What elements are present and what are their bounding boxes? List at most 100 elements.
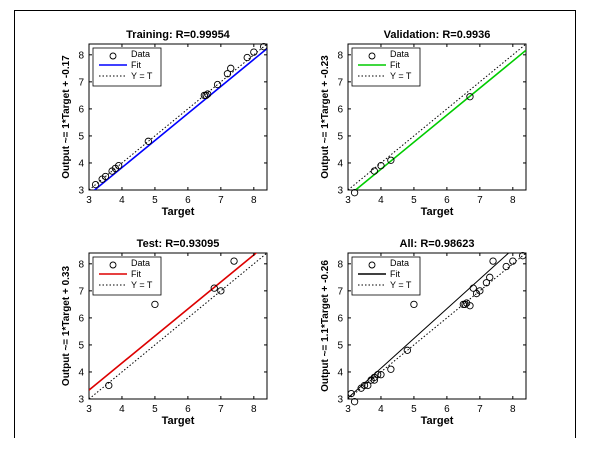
y-tick-label: 5: [78, 131, 84, 142]
x-tick-label: 6: [185, 404, 191, 415]
legend-box: [351, 256, 421, 296]
data-point: [350, 189, 359, 197]
y-axis-label: Output ~= 1*Target + -0.23: [320, 55, 331, 179]
subplot-1: 3 4 5 6 7 8 3 4 5 6 7 8 Training: R=0.99954 Target Out…: [61, 29, 268, 218]
data-point: [403, 346, 411, 354]
data-point: [466, 302, 474, 310]
y-tick-label: 7: [337, 77, 343, 88]
data-point: [482, 279, 491, 287]
data-point: [486, 273, 494, 281]
subplot-3: 3 4 5 6 7 8 3 4 5 6 7 8 Test: R=0.93095 Target Output …: [61, 238, 268, 427]
legend-label: Y = T: [390, 280, 412, 290]
y-tick-label: 5: [337, 340, 343, 351]
subplot-4: 3 4 5 6 7 8 3 4 5 6 7 8 All: R=0.98623 Target Output ~…: [320, 238, 527, 427]
legend-label: Data: [131, 258, 150, 268]
data-point: [489, 257, 497, 265]
figure-frame: [14, 10, 576, 438]
data-point: [204, 90, 212, 98]
x-tick-label: 6: [185, 195, 191, 206]
legend-label: Data: [131, 49, 150, 59]
legend-box: [92, 47, 162, 87]
data-point: [364, 381, 372, 390]
data-point: [347, 389, 355, 398]
x-tick-label: 8: [251, 404, 257, 415]
data-point: [374, 371, 382, 379]
data-point: [250, 48, 258, 56]
data-point: [370, 167, 379, 175]
x-axis-label: Target: [162, 206, 195, 218]
chart-title: Test: R=0.93095: [137, 238, 220, 250]
data-point: [213, 80, 222, 89]
y-tick-label: 7: [78, 77, 84, 88]
x-tick-label: 3: [345, 195, 351, 206]
fit-line: [89, 253, 258, 391]
legend-label: Fit: [131, 60, 141, 70]
data-point: [91, 180, 100, 189]
data-point: [151, 300, 159, 309]
data-point: [360, 381, 369, 390]
data-point: [202, 91, 210, 100]
y-tick-label: 5: [337, 131, 343, 142]
y-tick-label: 6: [78, 104, 84, 115]
data-point: [461, 300, 469, 309]
data-point: [223, 70, 232, 78]
x-tick-label: 5: [411, 404, 417, 415]
legend-box: [92, 256, 162, 296]
x-tick-label: 7: [477, 404, 483, 415]
legend-label: Data: [390, 258, 409, 268]
y-axis-label: Output ~= 1*Target + 0.33: [61, 266, 72, 387]
x-axis-label: Target: [162, 415, 195, 427]
data-point: [105, 381, 113, 390]
data-point: [101, 172, 110, 181]
legend-label: Fit: [390, 269, 400, 279]
x-tick-label: 7: [218, 195, 224, 206]
y-tick-label: 4: [337, 158, 343, 169]
y-tick-label: 8: [337, 50, 343, 61]
x-tick-label: 7: [477, 195, 483, 206]
x-tick-label: 4: [119, 404, 125, 415]
y-tick-label: 8: [337, 259, 343, 270]
x-tick-label: 6: [444, 404, 450, 415]
legend-label: Data: [390, 49, 409, 59]
x-tick-label: 8: [251, 195, 257, 206]
data-point: [260, 43, 268, 51]
legend-label: Fit: [131, 269, 141, 279]
x-axis-label: Target: [421, 206, 454, 218]
data-point: [466, 93, 474, 101]
y-tick-label: 6: [337, 313, 343, 324]
x-tick-label: 3: [86, 195, 92, 206]
legend-data-marker: [368, 52, 376, 60]
y-tick-label: 3: [78, 186, 84, 197]
x-tick-label: 5: [152, 195, 158, 206]
data-point: [230, 257, 238, 265]
y-tick-label: 4: [337, 367, 343, 378]
data-point: [509, 257, 517, 265]
data-point: [502, 262, 510, 271]
x-tick-label: 3: [86, 404, 92, 415]
x-tick-label: 3: [345, 404, 351, 415]
fit-line: [93, 47, 267, 190]
data-point: [377, 371, 385, 379]
data-point: [210, 284, 218, 292]
legend-data-marker: [368, 261, 376, 269]
chart-title: Training: R=0.99954: [126, 29, 231, 41]
legend-label: Y = T: [131, 280, 153, 290]
data-point: [410, 300, 418, 309]
data-point: [217, 287, 225, 295]
legend-label: Y = T: [390, 71, 412, 81]
data-point: [387, 156, 395, 164]
y-axis-label: Output ~= 1*Target + -0.17: [61, 55, 72, 179]
x-tick-label: 5: [411, 195, 417, 206]
data-point: [243, 53, 251, 62]
y-tick-label: 7: [78, 286, 84, 297]
y-tick-label: 3: [337, 395, 343, 406]
x-tick-label: 4: [378, 404, 384, 415]
y-tick-label: 3: [337, 186, 343, 197]
y-tick-label: 8: [78, 50, 84, 61]
y-tick-label: 6: [78, 313, 84, 324]
y-tick-label: 3: [78, 395, 84, 406]
chart-title: All: R=0.98623: [400, 238, 475, 250]
legend-label: Y = T: [131, 71, 153, 81]
